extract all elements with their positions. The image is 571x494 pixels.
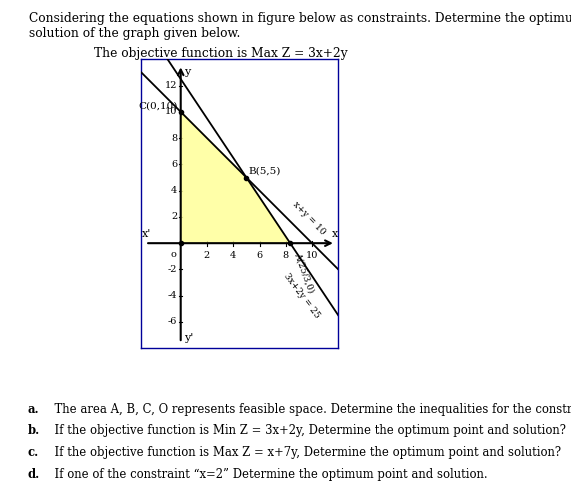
Text: b.: b. — [27, 424, 39, 437]
Text: B(5,5): B(5,5) — [248, 166, 281, 175]
Text: 12: 12 — [165, 81, 178, 90]
Text: x': x' — [142, 229, 151, 239]
Text: The objective function is Max Z = 3x+2y: The objective function is Max Z = 3x+2y — [94, 47, 348, 60]
Text: d.: d. — [27, 468, 39, 481]
Text: 8: 8 — [283, 251, 289, 260]
Text: 4: 4 — [171, 186, 178, 195]
Text: A(25/3,0): A(25/3,0) — [292, 251, 315, 294]
Text: 4: 4 — [230, 251, 236, 260]
Text: -2: -2 — [168, 265, 178, 274]
Text: y': y' — [184, 333, 193, 343]
Polygon shape — [180, 112, 290, 243]
Text: If the objective function is Min Z = 3x+2y, Determine the optimum point and solu: If the objective function is Min Z = 3x+… — [47, 424, 566, 437]
Text: If one of the constraint “x=2” Determine the optimum point and solution.: If one of the constraint “x=2” Determine… — [47, 468, 488, 481]
Text: 6: 6 — [256, 251, 263, 260]
Text: If the objective function is Max Z = x+7y, Determine the optimum point and solut: If the objective function is Max Z = x+7… — [47, 446, 561, 459]
Text: Considering the equations shown in figure below as constraints. Determine the op: Considering the equations shown in figur… — [29, 12, 571, 25]
Text: solution of the graph given below.: solution of the graph given below. — [29, 27, 240, 40]
Text: 2: 2 — [171, 212, 178, 221]
Text: -4: -4 — [168, 291, 178, 300]
Text: The area A, B, C, O represents feasible space. Determine the inequalities for th: The area A, B, C, O represents feasible … — [47, 403, 571, 415]
Text: 6: 6 — [171, 160, 178, 169]
Text: C(0,10): C(0,10) — [138, 101, 178, 111]
Text: a.: a. — [27, 403, 39, 415]
Text: c.: c. — [27, 446, 39, 459]
Text: 10: 10 — [306, 251, 318, 260]
Text: 2: 2 — [204, 251, 210, 260]
Text: x: x — [332, 229, 338, 239]
Text: -6: -6 — [168, 318, 178, 327]
Text: x+y = 10: x+y = 10 — [291, 200, 327, 237]
Text: y: y — [184, 67, 190, 77]
Text: 3x+2y = 25: 3x+2y = 25 — [282, 272, 321, 321]
Text: o: o — [170, 250, 176, 259]
Text: 10: 10 — [165, 107, 178, 116]
Text: 8: 8 — [171, 133, 178, 143]
